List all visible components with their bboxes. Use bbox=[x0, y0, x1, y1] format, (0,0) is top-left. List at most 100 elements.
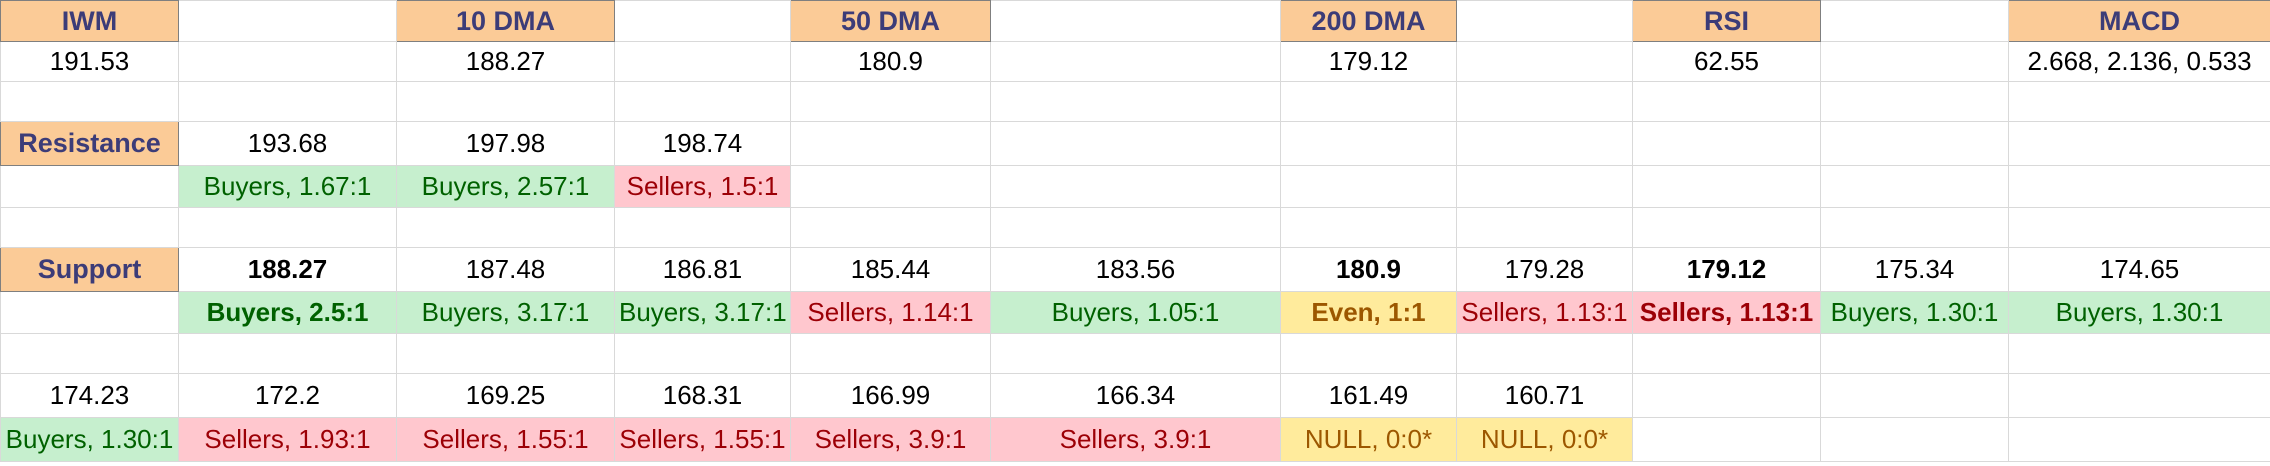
sellers-ratio-cell[interactable]: Sellers, 1.93:1 bbox=[178, 417, 397, 462]
empty-cell[interactable] bbox=[1632, 81, 1821, 122]
empty-cell[interactable] bbox=[1820, 81, 2009, 122]
table-cell[interactable]: 187.48 bbox=[396, 247, 615, 292]
sellers-ratio-cell[interactable]: Sellers, 1.14:1 bbox=[790, 291, 991, 334]
buyers-ratio-cell[interactable]: Buyers, 3.17:1 bbox=[396, 291, 615, 334]
sellers-ratio-cell[interactable]: Sellers, 3.9:1 bbox=[790, 417, 991, 462]
empty-cell[interactable] bbox=[1280, 165, 1457, 208]
table-cell[interactable]: 186.81 bbox=[614, 247, 791, 292]
buyers-ratio-cell[interactable]: Buyers, 1.30:1 bbox=[1820, 291, 2009, 334]
sellers-ratio-cell[interactable]: Sellers, 1.13:1 bbox=[1632, 291, 1821, 334]
empty-cell[interactable] bbox=[0, 291, 179, 334]
empty-cell[interactable] bbox=[178, 207, 397, 248]
empty-cell[interactable] bbox=[1820, 165, 2009, 208]
empty-cell[interactable] bbox=[178, 81, 397, 122]
empty-cell[interactable] bbox=[1632, 165, 1821, 208]
table-cell[interactable]: 188.27 bbox=[178, 247, 397, 292]
header-cell[interactable]: IWM bbox=[0, 0, 179, 42]
table-cell[interactable]: 179.12 bbox=[1632, 247, 1821, 292]
sellers-ratio-cell[interactable]: Sellers, 1.55:1 bbox=[396, 417, 615, 462]
buyers-ratio-cell[interactable]: Buyers, 1.30:1 bbox=[2008, 291, 2270, 334]
empty-cell[interactable] bbox=[2008, 207, 2270, 248]
empty-cell[interactable] bbox=[1632, 373, 1821, 418]
empty-cell[interactable] bbox=[614, 0, 791, 42]
buyers-ratio-cell[interactable]: Buyers, 2.5:1 bbox=[178, 291, 397, 334]
empty-cell[interactable] bbox=[2008, 81, 2270, 122]
header-cell[interactable]: Resistance bbox=[0, 121, 179, 166]
empty-cell[interactable] bbox=[990, 121, 1281, 166]
header-cell[interactable]: 200 DMA bbox=[1280, 0, 1457, 42]
table-cell[interactable]: 62.55 bbox=[1632, 41, 1821, 82]
empty-cell[interactable] bbox=[990, 81, 1281, 122]
buyers-ratio-cell[interactable]: Buyers, 1.05:1 bbox=[990, 291, 1281, 334]
table-cell[interactable]: 166.34 bbox=[990, 373, 1281, 418]
buyers-ratio-cell[interactable]: Buyers, 1.30:1 bbox=[0, 417, 179, 462]
empty-cell[interactable] bbox=[1456, 0, 1633, 42]
empty-cell[interactable] bbox=[1632, 333, 1821, 374]
empty-cell[interactable] bbox=[1632, 121, 1821, 166]
table-cell[interactable]: 169.25 bbox=[396, 373, 615, 418]
neutral-ratio-cell[interactable]: NULL, 0:0* bbox=[1456, 417, 1633, 462]
empty-cell[interactable] bbox=[1820, 0, 2009, 42]
empty-cell[interactable] bbox=[1456, 207, 1633, 248]
table-cell[interactable]: 166.99 bbox=[790, 373, 991, 418]
empty-cell[interactable] bbox=[396, 81, 615, 122]
table-cell[interactable]: 160.71 bbox=[1456, 373, 1633, 418]
empty-cell[interactable] bbox=[1280, 81, 1457, 122]
empty-cell[interactable] bbox=[1820, 207, 2009, 248]
buyers-ratio-cell[interactable]: Buyers, 3.17:1 bbox=[614, 291, 791, 334]
empty-cell[interactable] bbox=[614, 207, 791, 248]
empty-cell[interactable] bbox=[2008, 417, 2270, 462]
table-cell[interactable]: 193.68 bbox=[178, 121, 397, 166]
empty-cell[interactable] bbox=[790, 165, 991, 208]
empty-cell[interactable] bbox=[0, 81, 179, 122]
empty-cell[interactable] bbox=[178, 0, 397, 42]
empty-cell[interactable] bbox=[1280, 333, 1457, 374]
table-cell[interactable]: 198.74 bbox=[614, 121, 791, 166]
table-cell[interactable]: 183.56 bbox=[990, 247, 1281, 292]
empty-cell[interactable] bbox=[1456, 333, 1633, 374]
empty-cell[interactable] bbox=[990, 207, 1281, 248]
empty-cell[interactable] bbox=[614, 333, 791, 374]
table-cell[interactable]: 174.65 bbox=[2008, 247, 2270, 292]
empty-cell[interactable] bbox=[178, 333, 397, 374]
empty-cell[interactable] bbox=[0, 333, 179, 374]
empty-cell[interactable] bbox=[1456, 81, 1633, 122]
empty-cell[interactable] bbox=[1280, 207, 1457, 248]
empty-cell[interactable] bbox=[614, 81, 791, 122]
neutral-ratio-cell[interactable]: Even, 1:1 bbox=[1280, 291, 1457, 334]
table-cell[interactable]: 180.9 bbox=[790, 41, 991, 82]
table-cell[interactable]: 179.28 bbox=[1456, 247, 1633, 292]
table-cell[interactable]: 168.31 bbox=[614, 373, 791, 418]
table-cell[interactable]: 172.2 bbox=[178, 373, 397, 418]
empty-cell[interactable] bbox=[990, 165, 1281, 208]
empty-cell[interactable] bbox=[1820, 417, 2009, 462]
empty-cell[interactable] bbox=[1820, 121, 2009, 166]
empty-cell[interactable] bbox=[614, 41, 791, 82]
table-cell[interactable]: 197.98 bbox=[396, 121, 615, 166]
sellers-ratio-cell[interactable]: Sellers, 1.55:1 bbox=[614, 417, 791, 462]
table-cell[interactable]: 191.53 bbox=[0, 41, 179, 82]
header-cell[interactable]: 50 DMA bbox=[790, 0, 991, 42]
empty-cell[interactable] bbox=[1280, 121, 1457, 166]
buyers-ratio-cell[interactable]: Buyers, 1.67:1 bbox=[178, 165, 397, 208]
table-cell[interactable]: 185.44 bbox=[790, 247, 991, 292]
header-cell[interactable]: RSI bbox=[1632, 0, 1821, 42]
empty-cell[interactable] bbox=[2008, 121, 2270, 166]
empty-cell[interactable] bbox=[2008, 373, 2270, 418]
empty-cell[interactable] bbox=[0, 207, 179, 248]
neutral-ratio-cell[interactable]: NULL, 0:0* bbox=[1280, 417, 1457, 462]
table-cell[interactable]: 179.12 bbox=[1280, 41, 1457, 82]
empty-cell[interactable] bbox=[1820, 373, 2009, 418]
sellers-ratio-cell[interactable]: Sellers, 3.9:1 bbox=[990, 417, 1281, 462]
header-cell[interactable]: MACD bbox=[2008, 0, 2270, 42]
empty-cell[interactable] bbox=[1820, 333, 2009, 374]
sellers-ratio-cell[interactable]: Sellers, 1.13:1 bbox=[1456, 291, 1633, 334]
empty-cell[interactable] bbox=[178, 41, 397, 82]
empty-cell[interactable] bbox=[990, 333, 1281, 374]
empty-cell[interactable] bbox=[396, 207, 615, 248]
empty-cell[interactable] bbox=[990, 0, 1281, 42]
empty-cell[interactable] bbox=[2008, 333, 2270, 374]
empty-cell[interactable] bbox=[396, 333, 615, 374]
table-cell[interactable]: 174.23 bbox=[0, 373, 179, 418]
table-cell[interactable]: 188.27 bbox=[396, 41, 615, 82]
